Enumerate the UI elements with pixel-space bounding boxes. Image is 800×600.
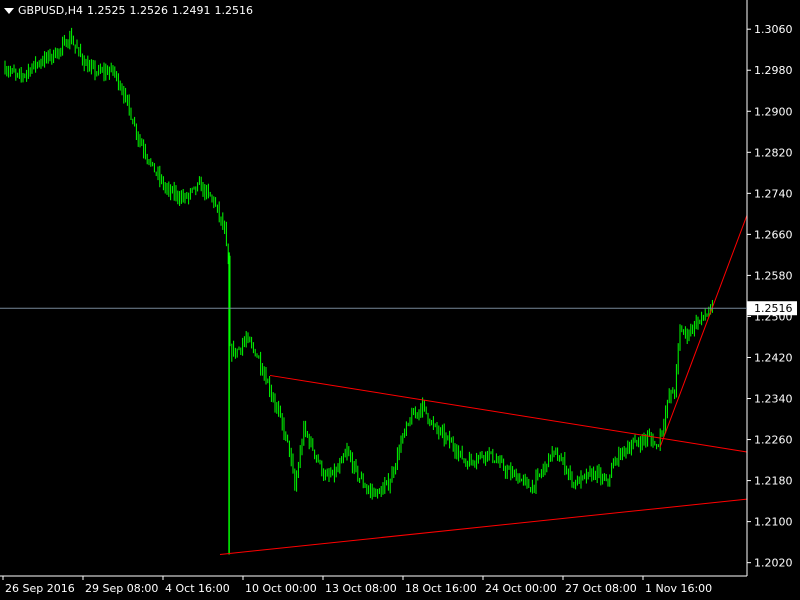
x-tick-label: 4 Oct 16:00 [165, 582, 230, 595]
y-tick-label: 1.2260 [754, 434, 793, 447]
x-tick-label: 1 Nov 16:00 [645, 582, 712, 595]
y-tick-label: 1.2980 [754, 64, 793, 77]
x-tick-label: 29 Sep 08:00 [85, 582, 158, 595]
open-value: 1.2525 [86, 4, 126, 17]
chart-title: GBPUSD,H4 1.2525 1.2526 1.2491 1.2516 [4, 4, 253, 17]
y-tick-label: 1.2660 [754, 228, 793, 241]
current-price-label: 1.2516 [754, 302, 793, 315]
y-tick-label: 1.2180 [754, 475, 793, 488]
high-value: 1.2526 [129, 4, 168, 17]
y-tick-label: 1.2580 [754, 269, 793, 282]
close-value: 1.2516 [214, 4, 253, 17]
x-tick-label: 26 Sep 2016 [5, 582, 75, 595]
trendline-lower [219, 498, 748, 555]
x-tick-label: 13 Oct 08:00 [325, 582, 397, 595]
x-tick-label: 24 Oct 00:00 [485, 582, 557, 595]
triangle-down-icon[interactable] [4, 7, 14, 14]
current-price-box [747, 301, 797, 316]
trendline-breakout [659, 215, 748, 448]
x-tick-label: 18 Oct 16:00 [405, 582, 477, 595]
y-tick-label: 1.2820 [754, 146, 793, 159]
y-axis-ticks: 1.3060 1.2980 1.2900 1.2820 1.2740 1.2660 1.25… [747, 23, 793, 570]
x-tick-label: 10 Oct 00:00 [245, 582, 317, 595]
y-tick-label: 1.2020 [754, 557, 793, 570]
y-tick-label: 1.2740 [754, 187, 793, 200]
axes-group [0, 0, 748, 577]
candles-group [4, 27, 713, 555]
y-tick-label: 1.3060 [754, 23, 793, 36]
symbol-label: GBPUSD,H4 [18, 4, 83, 17]
y-tick-label: 1.2100 [754, 516, 793, 529]
y-tick-label: 1.2900 [754, 105, 793, 118]
y-tick-label: 1.2340 [754, 393, 793, 406]
trendlines-group[interactable] [219, 215, 748, 555]
x-tick-label: 27 Oct 08:00 [565, 582, 637, 595]
low-value: 1.2491 [171, 4, 211, 17]
x-axis-ticks: 26 Sep 2016 29 Sep 08:00 4 Oct 16:00 10 Oct… [2, 576, 712, 595]
y-tick-label: 1.2420 [754, 351, 793, 364]
current-price-marker: 1.2516 [0, 301, 797, 316]
trendline-upper [269, 374, 748, 453]
